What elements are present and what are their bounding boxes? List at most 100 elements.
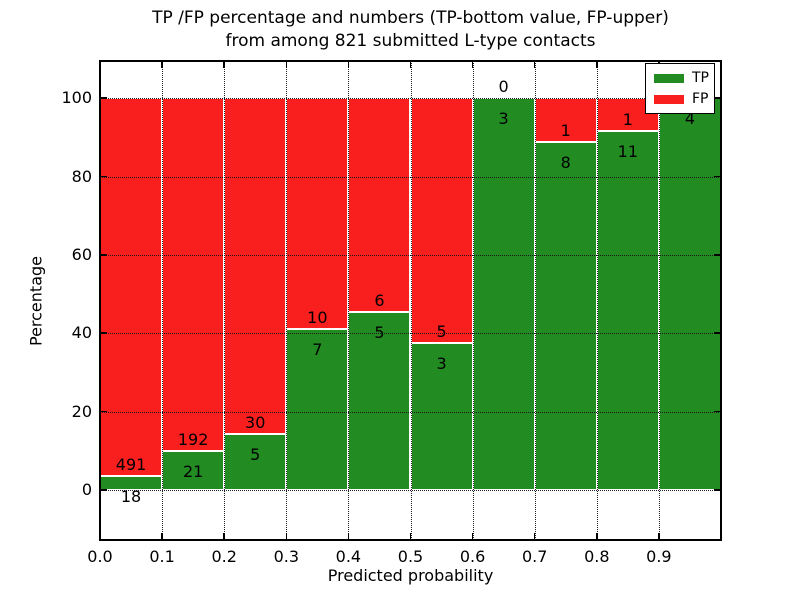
x-tick-mark <box>285 61 288 68</box>
x-tick-label: 0.2 <box>211 547 237 566</box>
gridline-vertical <box>224 61 226 540</box>
gridline-vertical <box>534 61 536 540</box>
bar-segment-fp <box>410 98 473 343</box>
gridline-vertical <box>596 61 598 540</box>
x-tick-label: 0.4 <box>335 547 362 566</box>
fp-count-label: 0 <box>498 77 509 97</box>
y-tick-mark <box>714 254 721 256</box>
fp-count-label: 10 <box>307 307 328 327</box>
x-tick-label: 0.9 <box>646 547 672 566</box>
fp-count-label: 30 <box>245 412 266 432</box>
bar-segment-tp <box>472 98 535 490</box>
y-tick-label: 80 <box>71 166 92 186</box>
plot-area: TP FP 49118192213051076553031811104 <box>99 60 722 541</box>
y-tick-mark <box>714 489 721 491</box>
gridline-vertical <box>348 61 350 540</box>
gridline-vertical <box>286 61 288 540</box>
y-tick-label: 60 <box>71 244 92 264</box>
x-tick-label: 0.8 <box>584 547 610 566</box>
x-tick-mark <box>533 61 536 68</box>
x-tick-mark <box>409 533 412 540</box>
x-tick-mark <box>720 61 722 68</box>
y-tick-mark <box>100 410 107 413</box>
tp-count-label: 8 <box>560 152 571 172</box>
gridline-vertical <box>472 61 474 540</box>
x-tick-mark <box>99 61 101 68</box>
tp-legend-swatch <box>654 73 684 83</box>
chart-title: TP /FP percentage and numbers (TP-bottom… <box>100 7 721 53</box>
gridline-horizontal <box>100 254 721 256</box>
bar-segment-tp <box>596 130 659 490</box>
y-tick-label: 100 <box>61 88 92 108</box>
bar-segment-tp <box>658 98 721 490</box>
x-tick-label: 0.6 <box>459 547 486 566</box>
gridline-horizontal <box>100 411 721 413</box>
tp-count-label: 21 <box>182 462 204 482</box>
gridline-vertical <box>162 61 164 540</box>
gridline-horizontal <box>100 176 721 178</box>
chart-title-line1: TP /FP percentage and numbers (TP-bottom… <box>152 8 669 28</box>
legend-row-fp: FP <box>654 91 709 107</box>
y-tick-mark <box>714 410 721 413</box>
x-tick-mark <box>347 61 350 68</box>
x-tick-mark <box>223 533 225 540</box>
bar-segment-tp <box>534 141 597 490</box>
tp-legend-label: TP <box>692 70 709 86</box>
fp-count-label: 192 <box>177 430 209 450</box>
x-tick-mark <box>533 533 536 540</box>
fp-legend-swatch <box>654 94 684 104</box>
bar-segment-fp <box>348 98 411 312</box>
x-tick-mark <box>161 533 163 540</box>
y-tick-mark <box>100 175 107 178</box>
fp-count-label: 6 <box>374 290 385 310</box>
x-tick-mark <box>347 533 350 540</box>
tp-count-label: 18 <box>120 487 142 507</box>
gridline-horizontal <box>100 98 721 100</box>
y-tick-label: 40 <box>71 323 92 343</box>
y-tick-label: 20 <box>71 401 92 421</box>
x-axis-label: Predicted probability <box>327 566 494 585</box>
y-tick-mark <box>714 175 721 178</box>
bar-segment-fp <box>162 98 225 452</box>
gridline-horizontal <box>100 333 721 335</box>
x-tick-mark <box>161 61 163 68</box>
tp-count-label: 3 <box>436 353 447 373</box>
x-tick-mark <box>471 533 474 540</box>
x-tick-label: 0.5 <box>397 547 424 566</box>
bar-segment-fp <box>286 98 349 329</box>
y-tick-mark <box>100 97 107 99</box>
fp-count-label: 5 <box>436 321 447 341</box>
fp-legend-label: FP <box>692 91 709 107</box>
gridline-vertical <box>410 61 412 540</box>
x-tick-mark <box>720 533 722 540</box>
x-tick-mark <box>285 533 288 540</box>
x-tick-label: 0.7 <box>521 547 548 566</box>
y-tick-label: 0 <box>81 479 92 499</box>
x-tick-mark <box>409 61 412 68</box>
tp-count-label: 5 <box>250 444 261 464</box>
x-tick-mark <box>471 61 474 68</box>
y-tick-mark <box>714 332 721 334</box>
x-tick-mark <box>596 61 598 68</box>
bar-segment-tp <box>286 328 349 490</box>
y-tick-mark <box>100 332 107 334</box>
gridline-horizontal <box>100 489 721 491</box>
y-tick-mark <box>714 97 721 99</box>
x-tick-label: 0.3 <box>273 547 300 566</box>
fp-count-label: 491 <box>115 455 147 475</box>
bar-segment-fp <box>224 98 287 434</box>
tp-count-label: 5 <box>374 322 385 342</box>
gridline-vertical <box>658 61 660 540</box>
legend: TP FP <box>645 63 715 114</box>
y-tick-mark <box>100 254 107 256</box>
x-tick-label: 0.1 <box>149 547 175 566</box>
tp-count-label: 11 <box>617 141 639 161</box>
x-tick-mark <box>223 61 225 68</box>
bar-segment-tp <box>162 451 225 490</box>
legend-row-tp: TP <box>654 70 709 86</box>
x-tick-mark <box>658 533 660 540</box>
fp-count-label: 1 <box>622 109 633 129</box>
fp-count-label: 1 <box>560 120 571 140</box>
bar-segment-fp <box>100 98 163 476</box>
